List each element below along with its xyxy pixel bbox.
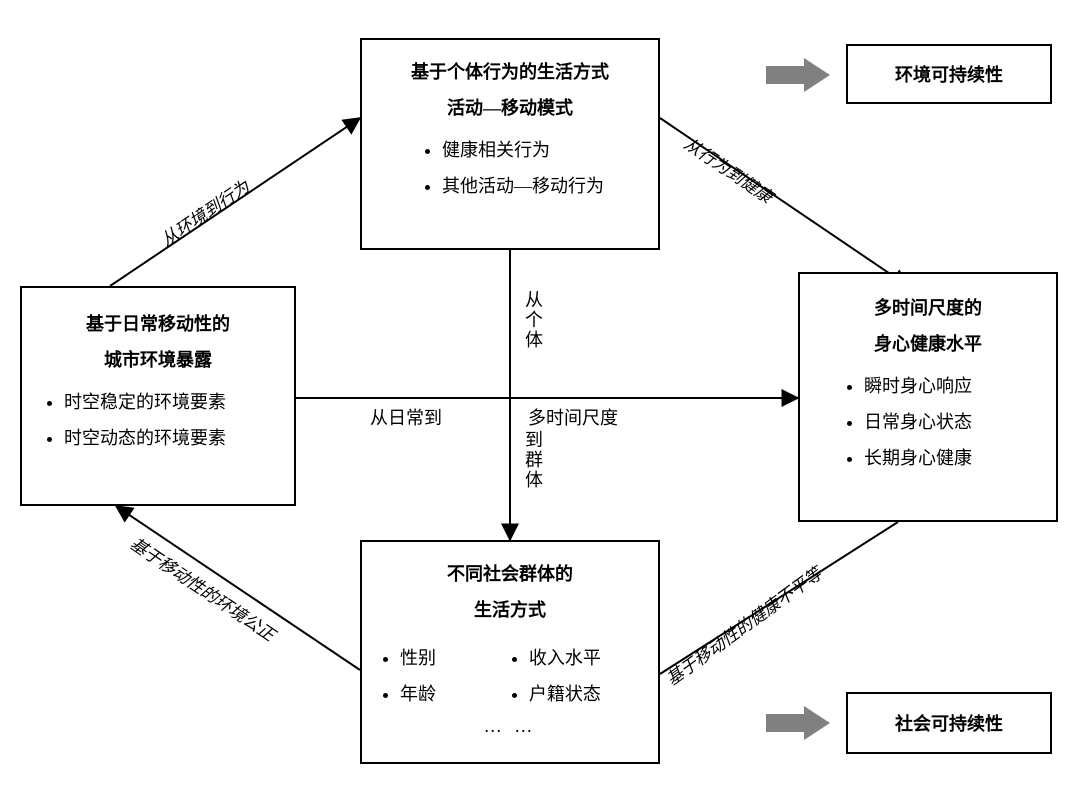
label-box-soc-text: 社会可持续性 [895,710,1003,736]
node-left-bullet: 时空稳定的环境要素 [64,388,284,414]
diagram-canvas: 从环境到行为 从行为到健康 基于移动性的环境公正 基于移动性的健康不平等 从日常… [0,0,1080,797]
label-box-env: 环境可持续性 [846,44,1052,104]
node-top: 基于个体行为的生活方式 活动—移动模式 健康相关行为 其他活动—移动行为 [360,38,660,250]
node-top-title2: 活动—移动模式 [372,90,648,126]
node-bottom-bullet: 性别 [400,644,501,670]
node-right-title2: 身心健康水平 [810,326,1046,362]
fat-arrow-icon [766,706,830,740]
node-right-bullet: 长期身心健康 [864,444,1046,470]
node-bottom-bullet: 年龄 [400,680,501,706]
label-box-env-text: 环境可持续性 [895,61,1003,87]
mid-label-v-top: 从个体 [520,290,546,350]
node-right: 多时间尺度的 身心健康水平 瞬时身心响应 日常身心状态 长期身心健康 [798,272,1058,522]
node-top-title1: 基于个体行为的生活方式 [372,54,648,90]
node-bottom-title2: 生活方式 [372,592,648,628]
node-bottom-ellipsis: … … [372,716,648,737]
node-right-bullet: 日常身心状态 [864,408,1046,434]
node-left-bullet: 时空动态的环境要素 [64,424,284,450]
mid-label-v-bottom: 到群体 [520,430,546,490]
node-bottom-title1: 不同社会群体的 [372,556,648,592]
fat-arrow-icon [766,58,830,92]
label-box-soc: 社会可持续性 [846,692,1052,754]
node-right-title1: 多时间尺度的 [810,290,1046,326]
node-bottom: 不同社会群体的 生活方式 性别 年龄 收入水平 户籍状态 … … [360,540,660,764]
node-left-title2: 城市环境暴露 [32,342,284,378]
node-bottom-bullet: 收入水平 [529,644,648,670]
node-left: 基于日常移动性的 城市环境暴露 时空稳定的环境要素 时空动态的环境要素 [20,286,296,506]
node-top-bullet: 其他活动—移动行为 [442,172,648,198]
node-left-title1: 基于日常移动性的 [32,306,284,342]
edge-bottom-to-left [116,506,360,670]
mid-label-h-left: 从日常到 [370,404,442,430]
node-bottom-bullet: 户籍状态 [529,680,648,706]
node-top-bullet: 健康相关行为 [442,136,648,162]
node-right-bullet: 瞬时身心响应 [864,372,1046,398]
mid-label-h-right: 多时间尺度 [528,404,618,430]
